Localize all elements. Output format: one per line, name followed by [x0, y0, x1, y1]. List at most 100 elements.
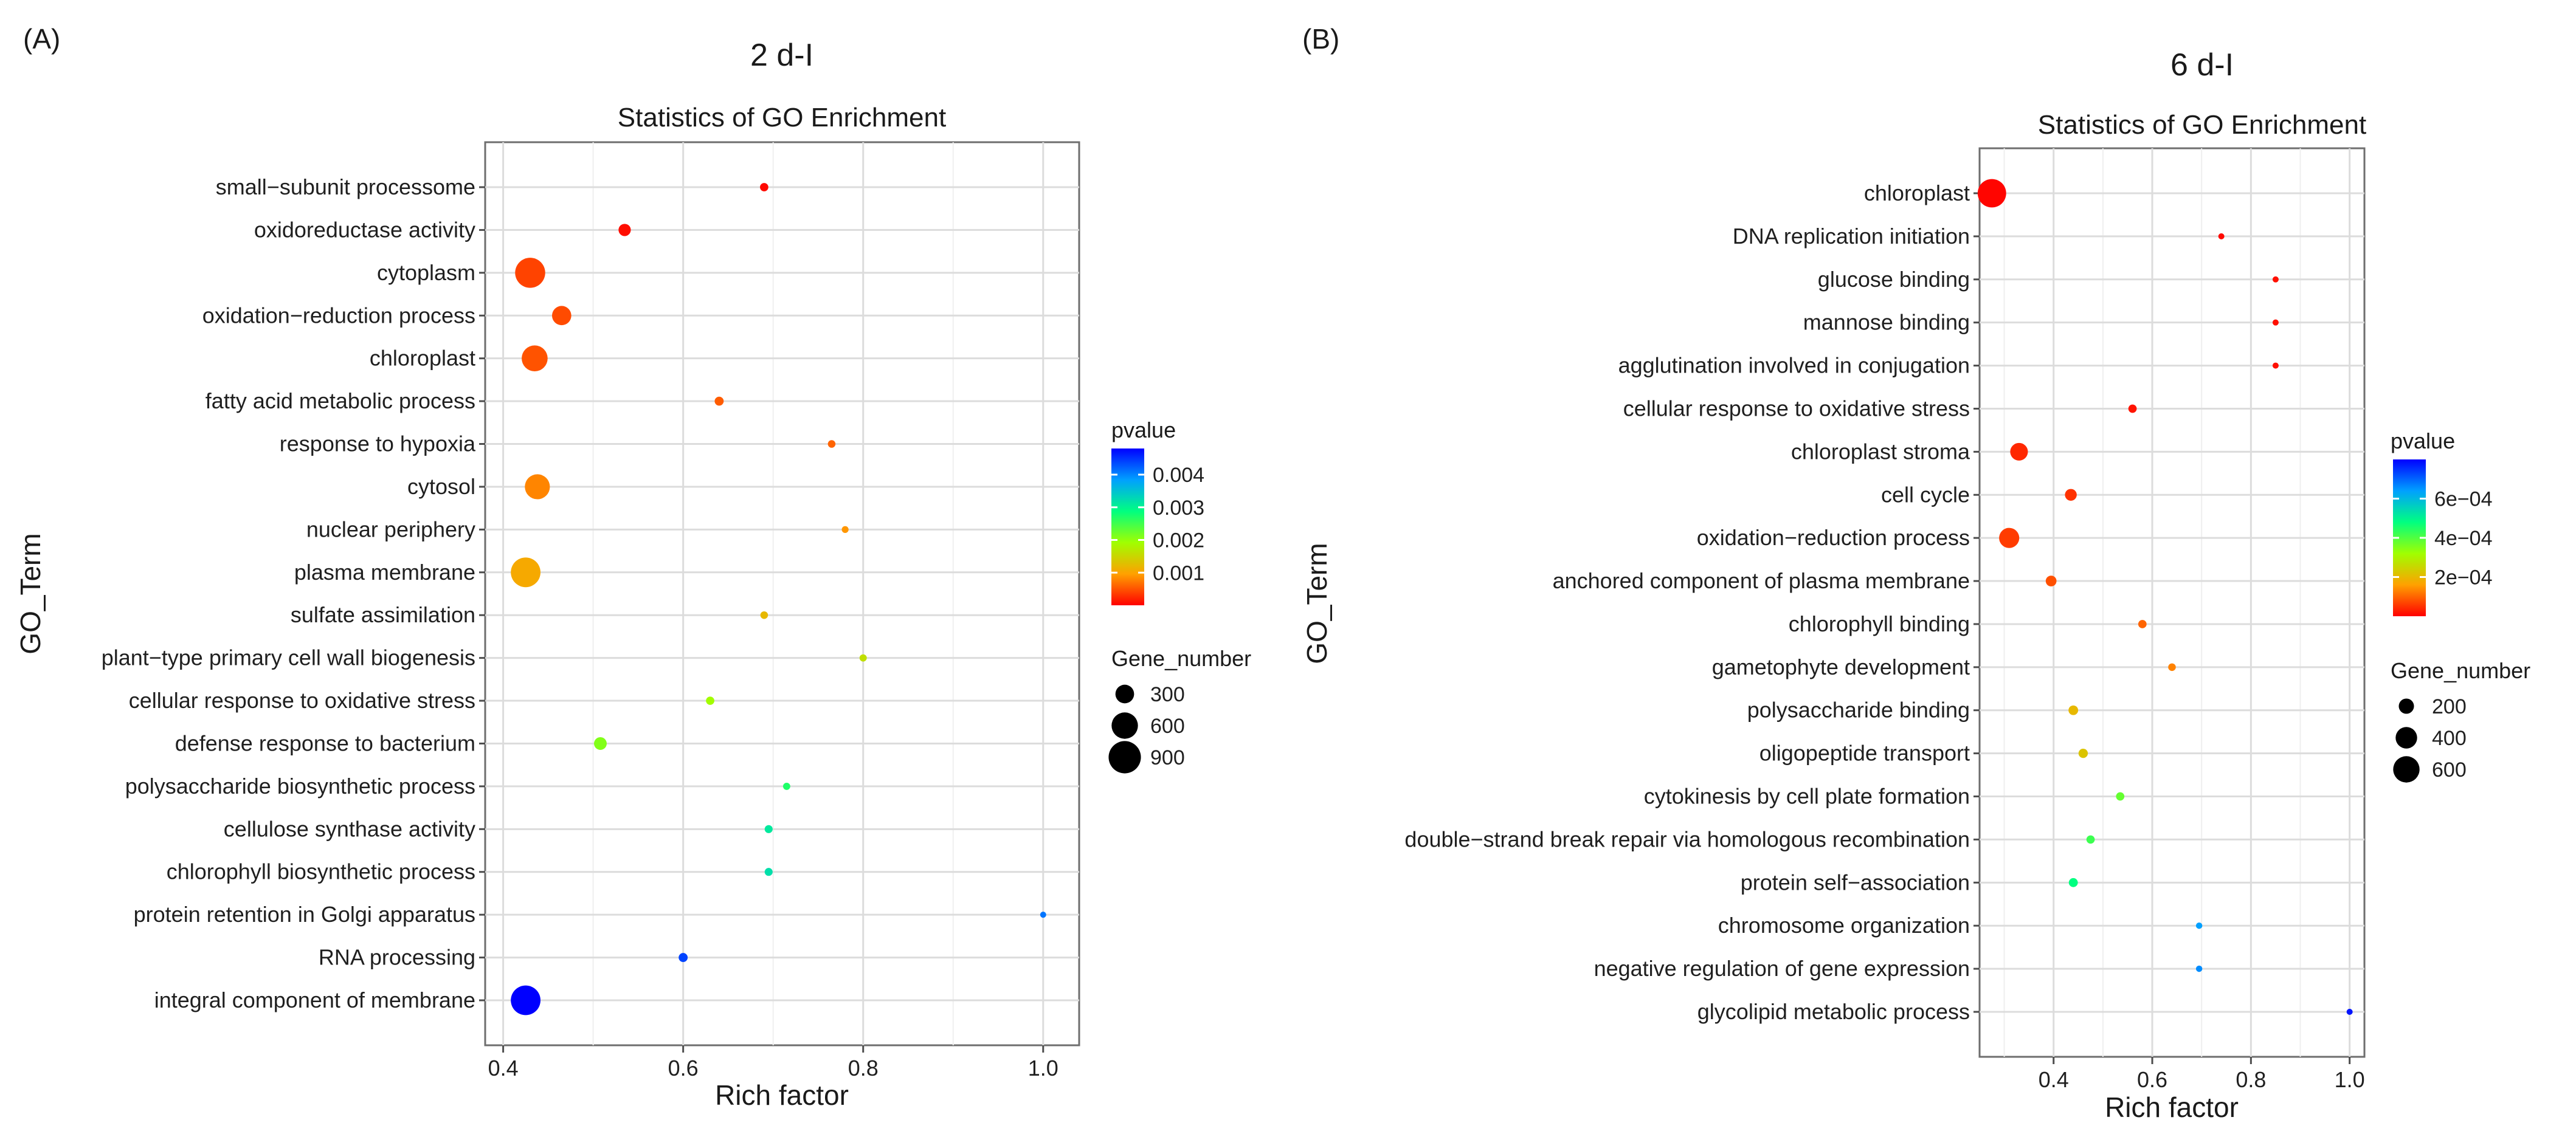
data-point — [2195, 965, 2203, 972]
go-term-label: chlorophyll biosynthetic process — [167, 859, 475, 884]
panel-a-size-legend: 300 600 900 — [1108, 683, 1185, 774]
data-point — [760, 183, 768, 191]
panel-a-vertical-gridlines — [502, 142, 1045, 1045]
data-point — [594, 737, 607, 750]
panel-a-x-tick-marks — [502, 1045, 1045, 1053]
go-term-label: cellular response to oxidative stress — [129, 688, 475, 713]
data-point — [2068, 705, 2079, 715]
panel-b-category-labels: chloroplast DNA replication initiation glu… — [1404, 180, 1970, 1024]
size-legend-dot — [2395, 727, 2417, 749]
size-legend-label: 600 — [2432, 758, 2467, 782]
go-term-label: cellular response to oxidative stress — [1623, 396, 1970, 421]
panel-b-colorbar-tick-labels: 2e−04 4e−04 6e−04 — [2434, 488, 2493, 589]
data-point — [714, 396, 724, 406]
x-tick-label: 0.4 — [488, 1056, 519, 1081]
data-point — [1040, 912, 1046, 918]
go-term-label: cellulose synthase activity — [224, 816, 475, 841]
data-point — [511, 985, 541, 1015]
panel-b-vertical-gridlines — [2003, 148, 2351, 1057]
panel-b-x-axis-title: Rich factor — [2105, 1091, 2239, 1123]
go-term-label: glycolipid metabolic process — [1697, 999, 1970, 1024]
panel-a-colorbar-tick-labels: 0.001 0.002 0.003 0.004 — [1153, 464, 1204, 585]
panel-a-category-labels: small−subunit processome oxidoreductase a… — [102, 174, 476, 1012]
go-term-label: glucose binding — [1818, 267, 1970, 292]
data-point — [2346, 1009, 2353, 1015]
panel-a-x-tick-labels: 0.4 0.6 0.8 1.0 — [488, 1056, 1058, 1081]
colorbar-tick-label: 6e−04 — [2434, 488, 2493, 511]
data-point — [2010, 442, 2028, 461]
panel-b-data-points — [1977, 179, 2353, 1015]
panel-b-chart-title: Statistics of GO Enrichment — [2038, 110, 2366, 140]
data-point — [827, 440, 836, 448]
panel-b-y-axis-title: GO_Term — [1301, 543, 1333, 664]
go-term-label: chlorophyll binding — [1789, 611, 1970, 636]
x-tick-label: 0.6 — [2137, 1067, 2167, 1092]
go-term-label: defense response to bacterium — [175, 730, 475, 755]
panel-a-size-legend-title: Gene_number — [1111, 646, 1251, 671]
go-term-label: agglutination involved in conjugation — [1618, 353, 1970, 378]
go-term-label: mannose binding — [1803, 310, 1970, 335]
size-legend-label: 300 — [1150, 683, 1185, 706]
size-legend-label: 200 — [2432, 695, 2467, 718]
panel-a-chart-title: Statistics of GO Enrichment — [618, 103, 946, 132]
panel-a-plot-area — [484, 141, 1080, 1046]
panel-b: (B) 6 d-I Statistics of GO Enrichment ch… — [1301, 23, 2530, 1123]
data-point — [760, 611, 768, 619]
go-term-label: oxidation−reduction process — [1697, 525, 1970, 550]
data-point — [2116, 792, 2125, 801]
x-tick-label: 0.6 — [668, 1056, 699, 1081]
data-point — [618, 224, 631, 236]
data-point — [764, 868, 773, 876]
size-legend-dot — [2393, 756, 2420, 783]
x-tick-label: 1.0 — [1028, 1056, 1058, 1081]
panel-a-heading: 2 d-I — [750, 38, 813, 73]
panel-b-label: (B) — [1302, 23, 1339, 55]
panel-b-size-legend: 200 400 600 — [2393, 695, 2467, 783]
panel-a: (A) 2 d-I Statistics of GO Enrichment sm… — [15, 23, 1251, 1111]
data-point — [2065, 489, 2077, 501]
size-legend-label: 600 — [1150, 715, 1185, 738]
panel-b-pvalue-legend-title: pvalue — [2391, 428, 2455, 453]
panel-b-plot-area — [1978, 147, 2366, 1058]
go-term-label: chloroplast — [370, 346, 475, 371]
data-point — [859, 654, 867, 662]
colorbar-tick-label: 0.003 — [1153, 497, 1204, 520]
data-point — [2272, 362, 2279, 369]
data-point — [841, 526, 849, 533]
x-tick-label: 0.4 — [2039, 1067, 2069, 1092]
go-term-label: cytoplasm — [377, 260, 475, 285]
data-point — [2128, 404, 2137, 413]
go-term-label: oxidation−reduction process — [202, 303, 475, 328]
go-term-label: chloroplast stroma — [1791, 439, 1970, 464]
go-term-label: fatty acid metabolic process — [205, 388, 475, 413]
data-point — [511, 557, 541, 588]
data-point — [2086, 835, 2095, 844]
data-point — [2195, 922, 2203, 929]
data-point — [2068, 878, 2078, 887]
data-point — [2218, 233, 2225, 239]
panel-b-x-tick-marks — [2053, 1057, 2351, 1064]
go-term-label: cell cycle — [1881, 482, 1970, 507]
data-point — [2078, 748, 2088, 758]
size-legend-label: 900 — [1150, 746, 1185, 769]
data-point — [764, 825, 773, 833]
go-term-label: sulfate assimilation — [291, 602, 475, 627]
go-term-label: negative regulation of gene expression — [1594, 956, 1970, 981]
panel-a-y-tick-marks — [479, 186, 485, 1002]
go-term-label: polysaccharide binding — [1747, 698, 1970, 723]
panel-b-heading: 6 d-I — [2170, 47, 2234, 83]
x-tick-label: 1.0 — [2335, 1067, 2365, 1092]
colorbar-tick-label: 0.004 — [1153, 464, 1204, 487]
data-point — [1977, 179, 2006, 208]
go-term-label: small−subunit processome — [216, 174, 475, 199]
data-point — [515, 258, 545, 288]
go-term-label: cytokinesis by cell plate formation — [1644, 784, 1970, 809]
go-term-label: plant−type primary cell wall biogenesis — [102, 645, 475, 670]
size-legend-dot — [1108, 741, 1141, 774]
data-point — [2138, 620, 2147, 628]
panel-b-size-legend-title: Gene_number — [2391, 658, 2530, 683]
go-term-label: oligopeptide transport — [1759, 741, 1970, 766]
data-point — [522, 345, 548, 372]
go-term-label: gametophyte development — [1712, 655, 1970, 679]
